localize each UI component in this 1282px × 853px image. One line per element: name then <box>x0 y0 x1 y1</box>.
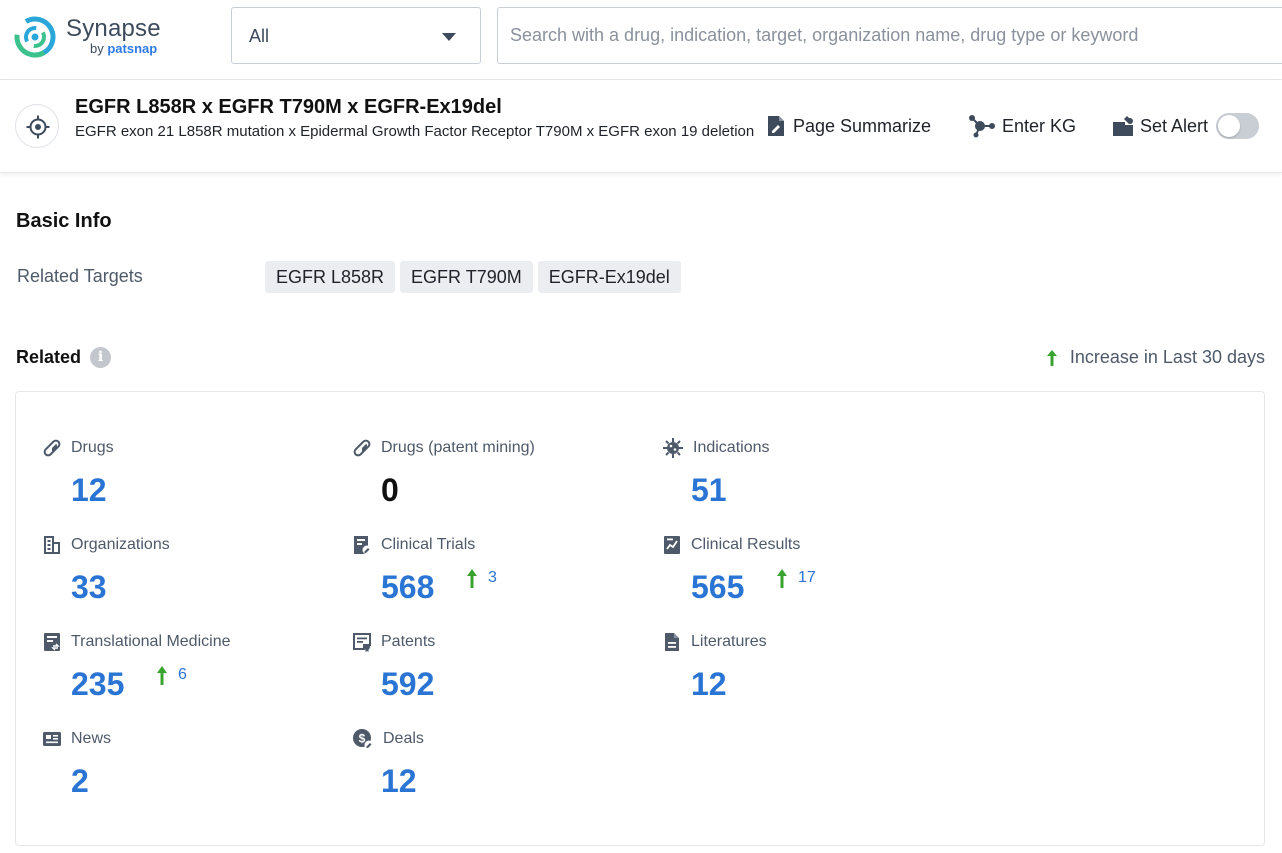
knowledge-graph-icon <box>968 114 996 138</box>
stat-value[interactable]: 12 <box>71 472 107 509</box>
stat-increase: 17 <box>776 568 816 590</box>
stat-drugs-patent-mining[interactable]: Drugs (patent mining) 0 <box>352 437 642 523</box>
building-icon <box>42 535 62 555</box>
search-scope-value: All <box>249 26 269 47</box>
brand-by: by patsnap <box>90 41 157 56</box>
patent-icon <box>352 632 372 652</box>
news-icon <box>42 729 62 749</box>
virus-icon <box>662 437 684 459</box>
alert-icon <box>1112 115 1134 137</box>
brand-name: Synapse <box>66 15 161 43</box>
stat-label: News <box>71 730 111 748</box>
deal-icon: $ <box>352 728 374 750</box>
stat-increase: 6 <box>156 665 187 687</box>
increase-legend: Increase in Last 30 days <box>1046 347 1265 368</box>
stat-value: 0 <box>381 472 399 509</box>
entity-header: EGFR L858R x EGFR T790M x EGFR-Ex19del E… <box>0 80 1282 173</box>
stat-label: Organizations <box>71 536 170 554</box>
search-scope-select[interactable]: All <box>231 7 481 64</box>
toggle-knob <box>1218 115 1240 137</box>
synapse-logo-icon <box>14 16 56 58</box>
stat-label: Literatures <box>691 633 767 651</box>
page-summarize-label: Page Summarize <box>793 116 931 137</box>
stat-organizations[interactable]: Organizations 33 <box>42 534 332 620</box>
stat-news[interactable]: News 2 <box>42 728 332 814</box>
basic-info-heading: Basic Info <box>16 210 112 233</box>
stat-label: Indications <box>693 439 770 457</box>
stat-value[interactable]: 568 <box>381 569 434 606</box>
clinical-trial-icon <box>352 535 372 555</box>
stat-increase-value[interactable]: 6 <box>178 666 187 684</box>
stat-value[interactable]: 12 <box>691 666 727 703</box>
stat-label: Clinical Results <box>691 536 800 554</box>
top-bar: Synapse by patsnap All <box>0 0 1282 80</box>
stat-increase-value[interactable]: 17 <box>798 569 816 587</box>
summarize-icon <box>766 115 787 137</box>
stat-indications[interactable]: Indications 51 <box>662 437 952 523</box>
page-subtitle: EGFR exon 21 L858R mutation x Epidermal … <box>75 124 765 140</box>
chart-doc-icon <box>662 535 682 555</box>
stat-value[interactable]: 12 <box>381 763 417 800</box>
stat-label: Clinical Trials <box>381 536 475 554</box>
page-title: EGFR L858R x EGFR T790M x EGFR-Ex19del <box>75 96 502 119</box>
stat-value[interactable]: 51 <box>691 472 727 509</box>
arrow-up-icon <box>156 665 168 687</box>
set-alert-button[interactable]: Set Alert <box>1112 114 1208 138</box>
increase-legend-label: Increase in Last 30 days <box>1070 347 1265 368</box>
set-alert-toggle[interactable] <box>1216 113 1259 139</box>
synapse-logo[interactable]: Synapse by patsnap <box>14 14 184 60</box>
target-tag[interactable]: EGFR L858R <box>265 261 395 293</box>
pill-icon <box>352 438 372 458</box>
translational-icon <box>42 632 62 652</box>
info-icon[interactable]: i <box>90 347 111 368</box>
search-input[interactable] <box>497 7 1282 64</box>
stat-label: Translational Medicine <box>71 633 230 651</box>
stat-deals[interactable]: $ Deals 12 <box>352 728 642 814</box>
document-icon <box>662 632 682 652</box>
page-summarize-button[interactable]: Page Summarize <box>766 114 931 138</box>
target-tag[interactable]: EGFR T790M <box>400 261 533 293</box>
related-targets-list: EGFR L858R EGFR T790M EGFR-Ex19del <box>265 261 681 293</box>
enter-kg-button[interactable]: Enter KG <box>968 114 1076 138</box>
stat-patents[interactable]: Patents 592 <box>352 631 642 717</box>
stat-value[interactable]: 33 <box>71 569 107 606</box>
related-targets-label: Related Targets <box>17 266 143 287</box>
stat-value[interactable]: 2 <box>71 763 89 800</box>
arrow-up-icon <box>776 568 788 590</box>
stat-label: Patents <box>381 633 435 651</box>
stat-literatures[interactable]: Literatures 12 <box>662 631 952 717</box>
stat-increase: 3 <box>466 568 497 590</box>
svg-text:$: $ <box>359 732 366 746</box>
pill-icon <box>42 438 62 458</box>
arrow-up-icon <box>466 568 478 590</box>
stat-clinical-trials[interactable]: Clinical Trials 568 3 <box>352 534 642 620</box>
stat-clinical-results[interactable]: Clinical Results 565 17 <box>662 534 952 620</box>
arrow-up-icon <box>1046 349 1058 367</box>
caret-down-icon <box>442 33 456 41</box>
brand-partner: patsnap <box>107 41 157 56</box>
set-alert-label: Set Alert <box>1140 116 1208 137</box>
stat-label: Drugs <box>71 439 114 457</box>
enter-kg-label: Enter KG <box>1002 116 1076 137</box>
related-heading: Related <box>16 347 81 368</box>
related-stats-panel: Drugs 12 Drugs (patent mining) 0 Indicat… <box>15 391 1265 846</box>
stat-label: Deals <box>383 730 424 748</box>
stat-increase-value[interactable]: 3 <box>488 569 497 587</box>
stat-label: Drugs (patent mining) <box>381 439 535 457</box>
stat-value[interactable]: 592 <box>381 666 434 703</box>
stat-value[interactable]: 235 <box>71 666 124 703</box>
target-tag[interactable]: EGFR-Ex19del <box>538 261 681 293</box>
stat-drugs[interactable]: Drugs 12 <box>42 437 332 523</box>
target-icon <box>15 104 59 148</box>
stat-value[interactable]: 565 <box>691 569 744 606</box>
stat-translational-medicine[interactable]: Translational Medicine 235 6 <box>42 631 332 717</box>
